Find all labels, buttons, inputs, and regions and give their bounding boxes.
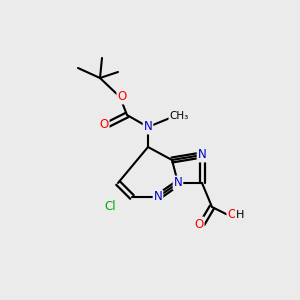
Text: N: N [154, 190, 162, 203]
Text: N: N [174, 176, 182, 190]
Text: O: O [194, 218, 204, 230]
Text: CH₃: CH₃ [169, 111, 189, 121]
Text: Cl: Cl [104, 200, 116, 214]
Text: H: H [236, 210, 244, 220]
Text: N: N [144, 121, 152, 134]
Text: N: N [198, 148, 206, 161]
Text: O: O [227, 208, 237, 221]
Text: O: O [117, 91, 127, 103]
Text: O: O [99, 118, 109, 131]
